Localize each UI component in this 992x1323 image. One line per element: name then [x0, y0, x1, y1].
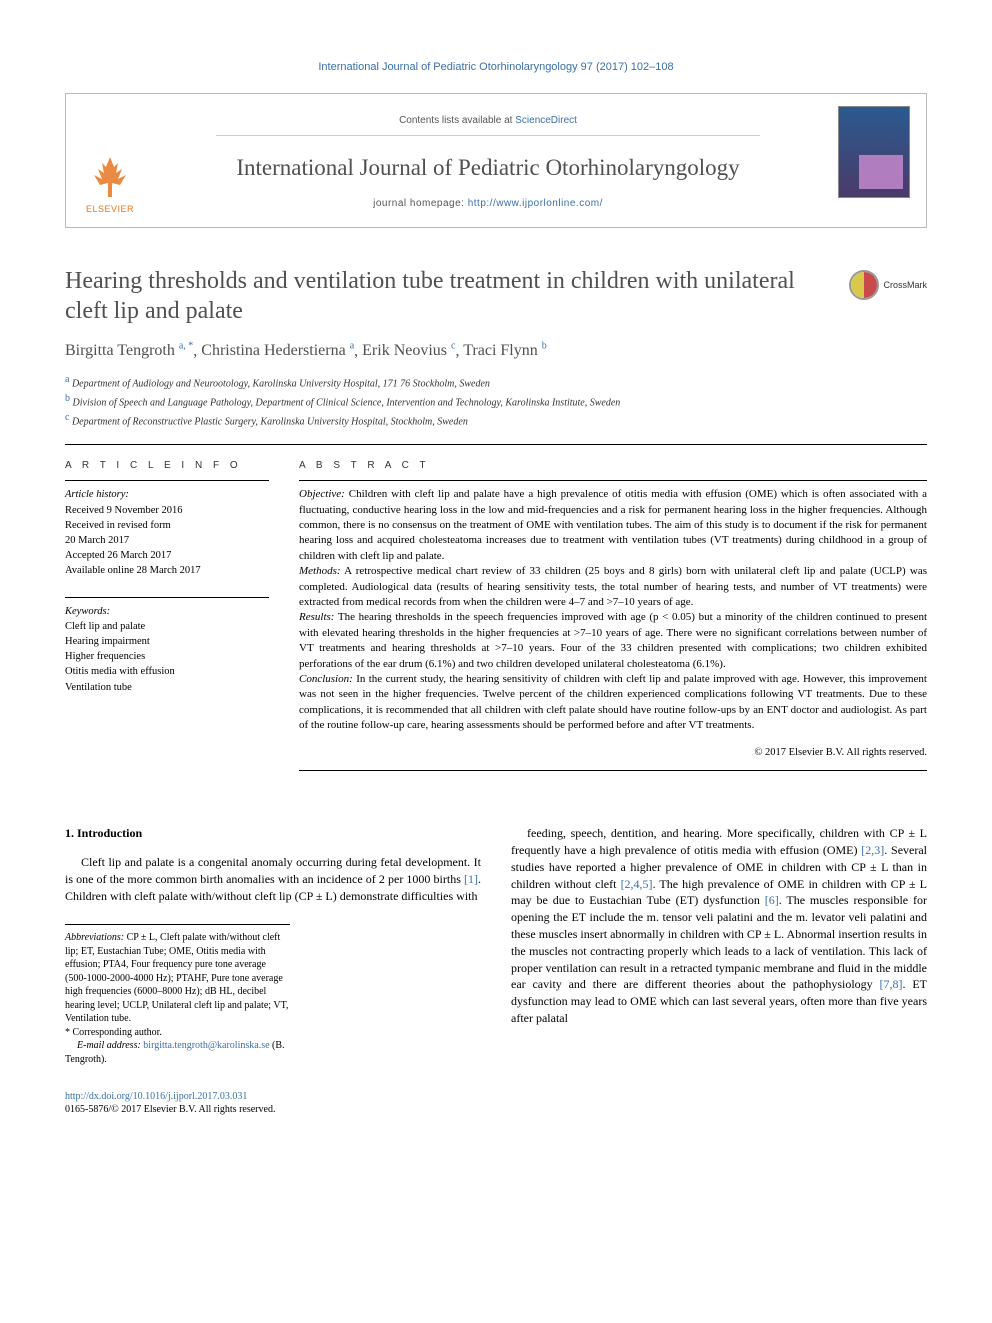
abstract-label: A B S T R A C T	[299, 459, 927, 473]
body-columns: 1. Introduction Cleft lip and palate is …	[65, 825, 927, 1066]
sciencedirect-link[interactable]: ScienceDirect	[515, 115, 577, 126]
keyword: Cleft lip and palate	[65, 621, 145, 632]
article-title: Hearing thresholds and ventilation tube …	[65, 266, 829, 326]
history-line: 20 March 2017	[65, 535, 129, 546]
elsevier-logo: ELSEVIER	[82, 106, 138, 215]
conclusion-label: Conclusion:	[299, 673, 353, 685]
conclusion-text: In the current study, the hearing sensit…	[299, 673, 927, 731]
author: Birgitta Tengroth a, *	[65, 342, 193, 359]
objective-label: Objective:	[299, 488, 345, 500]
history-line: Accepted 26 March 2017	[65, 550, 171, 561]
methods-label: Methods:	[299, 565, 341, 577]
author: Traci Flynn b	[463, 342, 547, 359]
history-label: Article history:	[65, 489, 129, 500]
crossmark-badge[interactable]: CrossMark	[849, 270, 927, 300]
abstract: A B S T R A C T Objective: Children with…	[299, 459, 927, 771]
intro-paragraph-right: feeding, speech, dentition, and hearing.…	[511, 825, 927, 1027]
left-column: 1. Introduction Cleft lip and palate is …	[65, 825, 481, 1066]
affiliation: a Department of Audiology and Neurootolo…	[65, 372, 927, 391]
abbrev-label: Abbreviations:	[65, 932, 124, 943]
results-text: The hearing thresholds in the speech fre…	[299, 611, 927, 669]
journal-title: International Journal of Pediatric Otorh…	[148, 152, 828, 183]
article-history: Article history: Received 9 November 201…	[65, 480, 269, 578]
author: Christina Hederstierna a	[201, 342, 354, 359]
abbrev-text: CP ± L, Cleft palate with/without cleft …	[65, 932, 288, 1024]
email-link[interactable]: birgitta.tengroth@karolinska.se	[143, 1040, 269, 1051]
history-line: Received in revised form	[65, 520, 171, 531]
right-column: feeding, speech, dentition, and hearing.…	[511, 825, 927, 1066]
history-line: Received 9 November 2016	[65, 505, 183, 516]
keyword: Otitis media with effusion	[65, 666, 175, 677]
affiliation: b Division of Speech and Language Pathol…	[65, 391, 927, 410]
ref-link[interactable]: [2,4,5]	[621, 877, 653, 891]
keyword: Hearing impairment	[65, 636, 150, 647]
crossmark-icon	[849, 270, 879, 300]
article-info-label: A R T I C L E I N F O	[65, 459, 269, 473]
contents-available: Contents lists available at ScienceDirec…	[216, 114, 760, 137]
elsevier-tree-icon	[86, 153, 134, 201]
ref-link[interactable]: [6]	[765, 893, 779, 907]
keyword: Higher frequencies	[65, 651, 145, 662]
journal-header: ELSEVIER Contents lists available at Sci…	[65, 93, 927, 228]
results-label: Results:	[299, 611, 334, 623]
authors-list: Birgitta Tengroth a, *, Christina Heders…	[65, 340, 927, 362]
author: Erik Neovius c	[362, 342, 455, 359]
methods-text: A retrospective medical chart review of …	[299, 565, 927, 608]
ref-link[interactable]: [2,3]	[861, 843, 884, 857]
journal-cover-thumbnail	[838, 106, 910, 198]
doi-block: http://dx.doi.org/10.1016/j.ijporl.2017.…	[65, 1090, 927, 1116]
email-label: E-mail address:	[77, 1040, 141, 1051]
corresponding-author: * Corresponding author.	[65, 1026, 290, 1040]
doi-link[interactable]: http://dx.doi.org/10.1016/j.ijporl.2017.…	[65, 1091, 247, 1102]
history-line: Available online 28 March 2017	[65, 565, 201, 576]
intro-heading: 1. Introduction	[65, 825, 481, 842]
affiliations: a Department of Audiology and Neurootolo…	[65, 372, 927, 430]
ref-link[interactable]: [7,8]	[880, 977, 903, 991]
intro-paragraph-left: Cleft lip and palate is a congenital ano…	[65, 854, 481, 904]
contents-prefix: Contents lists available at	[399, 115, 515, 126]
homepage-link[interactable]: http://www.ijporlonline.com/	[468, 198, 603, 209]
keyword: Ventilation tube	[65, 682, 132, 693]
keywords-label: Keywords:	[65, 606, 110, 617]
abstract-copyright: © 2017 Elsevier B.V. All rights reserved…	[299, 746, 927, 761]
keywords-block: Keywords: Cleft lip and palate Hearing i…	[65, 597, 269, 695]
journal-homepage: journal homepage: http://www.ijporlonlin…	[148, 197, 828, 211]
affiliation: c Department of Reconstructive Plastic S…	[65, 410, 927, 429]
footnotes: Abbreviations: CP ± L, Cleft palate with…	[65, 924, 290, 1066]
journal-reference: International Journal of Pediatric Otorh…	[65, 60, 927, 75]
issn-copyright: 0165-5876/© 2017 Elsevier B.V. All right…	[65, 1104, 275, 1115]
elsevier-text: ELSEVIER	[86, 203, 134, 215]
homepage-prefix: journal homepage:	[373, 198, 468, 209]
crossmark-label: CrossMark	[883, 279, 927, 291]
article-info: A R T I C L E I N F O Article history: R…	[65, 459, 269, 771]
objective-text: Children with cleft lip and palate have …	[299, 488, 927, 562]
ref-link[interactable]: [1]	[464, 872, 478, 886]
